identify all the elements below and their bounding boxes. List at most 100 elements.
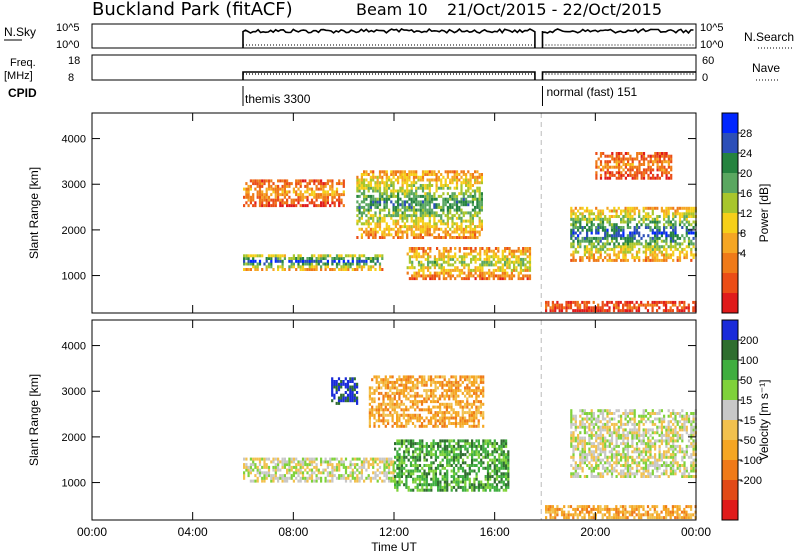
range-gate-cell xyxy=(376,222,379,226)
range-gate-cell xyxy=(398,466,401,470)
range-gate-cell xyxy=(405,444,408,448)
range-gate-cell xyxy=(440,173,443,176)
range-gate-cell xyxy=(442,200,445,204)
range-gate-cell xyxy=(245,182,248,186)
range-gate-cell xyxy=(333,259,336,263)
range-gate-cell xyxy=(249,268,252,271)
range-gate-cell xyxy=(243,465,246,469)
range-gate-cell xyxy=(450,375,453,379)
range-gate-cell xyxy=(505,472,508,476)
range-gate-cell xyxy=(495,485,499,489)
range-gate-cell xyxy=(579,256,582,260)
range-gate-cell xyxy=(329,187,332,191)
range-gate-cell xyxy=(431,170,434,174)
range-gate-cell xyxy=(425,477,428,481)
range-gate-cell xyxy=(464,447,467,451)
range-gate-cell xyxy=(283,182,286,186)
range-gate-cell xyxy=(439,469,442,473)
range-gate-cell xyxy=(310,471,314,475)
range-gate-cell xyxy=(674,228,677,232)
range-gate-cell xyxy=(426,211,429,215)
range-gate-cell xyxy=(676,206,679,210)
range-gate-cell xyxy=(504,268,507,272)
range-gate-cell xyxy=(423,380,426,384)
range-gate-cell xyxy=(427,397,430,401)
range-gate-cell xyxy=(478,216,481,220)
range-gate-cell xyxy=(669,245,672,249)
range-gate-cell xyxy=(604,173,607,177)
range-gate-cell xyxy=(418,480,422,484)
range-gate-cell xyxy=(622,258,625,262)
range-gate-cell xyxy=(290,474,293,478)
range-gate-cell xyxy=(640,300,643,304)
range-gate-cell xyxy=(329,479,332,483)
range-gate-cell xyxy=(642,258,645,262)
range-gate-cell xyxy=(415,247,418,250)
range-gate-cell xyxy=(443,402,446,406)
range-gate-cell xyxy=(397,189,400,193)
range-gate-cell xyxy=(369,203,372,207)
range-gate-cell xyxy=(473,375,476,379)
range-gate-cell xyxy=(603,303,607,307)
range-gate-cell xyxy=(414,394,417,398)
range-gate-cell xyxy=(459,450,462,454)
range-gate-cell xyxy=(416,483,419,487)
range-gate-cell xyxy=(408,208,411,212)
range-gate-cell xyxy=(473,488,476,492)
range-gate-cell xyxy=(478,186,481,190)
range-gate-cell xyxy=(471,442,474,446)
range-gate-cell xyxy=(372,476,375,480)
range-gate-cell xyxy=(406,184,409,187)
range-gate-cell xyxy=(581,444,584,448)
range-gate-cell xyxy=(382,419,385,423)
range-gate-cell xyxy=(453,214,456,218)
range-gate-cell xyxy=(606,303,609,307)
range-gate-cell xyxy=(425,400,428,404)
range-gate-cell xyxy=(308,201,311,205)
range-gate-cell xyxy=(371,411,374,415)
range-gate-cell xyxy=(433,277,436,281)
range-gate-cell xyxy=(448,450,451,454)
range-gate-cell xyxy=(586,231,589,235)
range-gate-cell xyxy=(618,168,621,172)
range-gate-cell xyxy=(590,417,593,421)
range-gate-cell xyxy=(384,375,387,379)
range-gate-cell xyxy=(421,483,424,487)
range-gate-cell xyxy=(617,215,620,218)
range-gate-cell xyxy=(401,173,404,176)
range-gate-cell xyxy=(601,212,605,216)
range-gate-cell xyxy=(454,413,458,417)
range-gate-cell xyxy=(421,477,424,481)
range-gate-cell xyxy=(442,203,445,207)
range-gate-cell xyxy=(663,168,666,172)
range-gate-cell xyxy=(245,254,248,258)
range-gate-cell xyxy=(434,394,437,398)
range-gate-cell xyxy=(475,375,478,379)
range-gate-cell xyxy=(245,201,248,205)
range-gate-cell xyxy=(407,458,410,462)
range-gate-cell xyxy=(595,422,598,426)
range-gate-cell xyxy=(452,391,455,395)
range-gate-cell xyxy=(333,474,336,478)
range-gate-cell xyxy=(442,184,445,187)
range-gate-cell xyxy=(351,463,354,467)
range-gate-cell xyxy=(459,400,462,404)
range-gate-cell xyxy=(437,227,440,231)
range-gate-cell xyxy=(570,475,573,478)
range-gate-cell xyxy=(626,223,629,227)
range-gate-cell xyxy=(245,190,248,194)
range-gate-cell xyxy=(635,256,639,260)
range-gate-cell xyxy=(617,234,620,238)
range-gate-cell xyxy=(443,397,446,401)
range-gate-cell xyxy=(462,233,465,237)
range-gate-cell xyxy=(427,247,430,250)
range-gate-cell xyxy=(450,422,453,425)
range-gate-cell xyxy=(500,485,503,489)
range-gate-cell xyxy=(480,205,483,209)
range-gate-cell xyxy=(631,247,634,251)
range-gate-cell xyxy=(471,453,474,457)
range-gate-cell xyxy=(378,216,382,220)
range-gate-cell xyxy=(365,214,368,218)
range-gate-cell xyxy=(254,265,257,269)
range-gate-cell xyxy=(474,178,477,182)
